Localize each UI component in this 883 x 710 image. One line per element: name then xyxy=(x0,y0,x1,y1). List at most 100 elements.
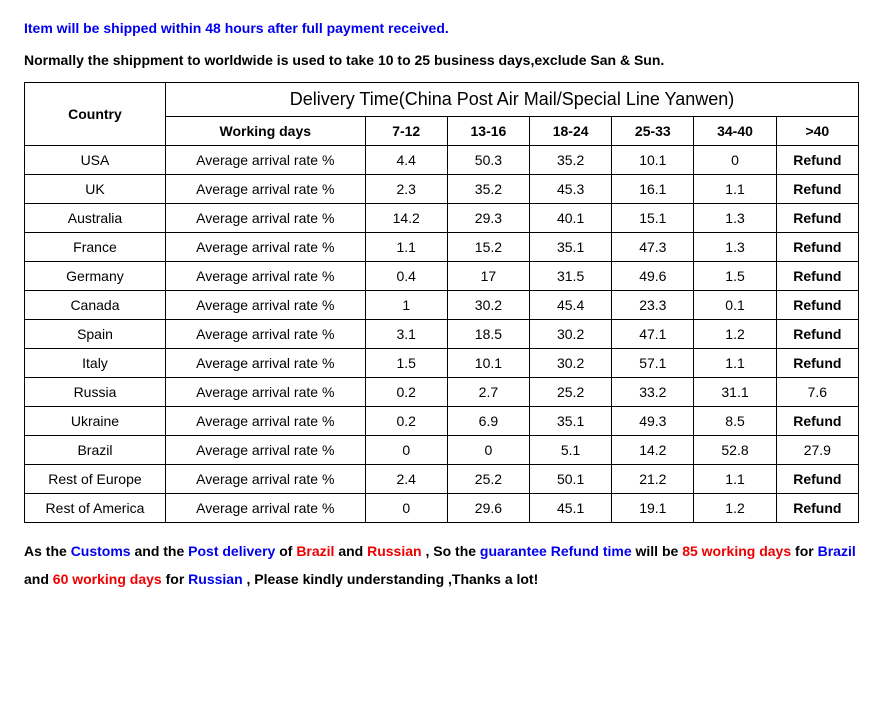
footnote-brazil2: Brazil xyxy=(818,543,856,559)
cell-value: 16.1 xyxy=(612,175,694,204)
cell-country: Spain xyxy=(25,320,166,349)
cell-value: 49.3 xyxy=(612,407,694,436)
notice-normal-shipping: Normally the shippment to worldwide is u… xyxy=(24,52,859,68)
cell-value: 45.4 xyxy=(530,291,612,320)
cell-value: 45.3 xyxy=(530,175,612,204)
notice-ship-48h: Item will be shipped within 48 hours aft… xyxy=(24,20,859,36)
cell-metric: Average arrival rate % xyxy=(165,494,365,523)
cell-country: Ukraine xyxy=(25,407,166,436)
footnote-brazil: Brazil xyxy=(296,543,334,559)
cell-value: 0.2 xyxy=(365,378,447,407)
cell-metric: Average arrival rate % xyxy=(165,407,365,436)
cell-value: Refund xyxy=(776,407,858,436)
cell-metric: Average arrival rate % xyxy=(165,465,365,494)
footnote-text: and xyxy=(334,543,367,559)
cell-country: Rest of Europe xyxy=(25,465,166,494)
cell-value: 7.6 xyxy=(776,378,858,407)
cell-value: 2.7 xyxy=(447,378,529,407)
cell-value: 14.2 xyxy=(365,204,447,233)
cell-value: 10.1 xyxy=(447,349,529,378)
cell-value: Refund xyxy=(776,146,858,175)
header-bucket: 18-24 xyxy=(530,117,612,146)
cell-country: Russia xyxy=(25,378,166,407)
footnote-text: will be xyxy=(632,543,683,559)
cell-value: 1.3 xyxy=(694,204,776,233)
cell-metric: Average arrival rate % xyxy=(165,204,365,233)
cell-value: 0 xyxy=(365,436,447,465)
footnote-customs: Customs xyxy=(71,543,131,559)
cell-country: USA xyxy=(25,146,166,175)
cell-value: 25.2 xyxy=(447,465,529,494)
cell-country: Canada xyxy=(25,291,166,320)
header-working-days: Working days xyxy=(165,117,365,146)
cell-value: Refund xyxy=(776,349,858,378)
cell-value: 25.2 xyxy=(530,378,612,407)
cell-value: Refund xyxy=(776,291,858,320)
table-row: AustraliaAverage arrival rate %14.229.34… xyxy=(25,204,859,233)
cell-country: Germany xyxy=(25,262,166,291)
cell-value: 29.3 xyxy=(447,204,529,233)
cell-country: Australia xyxy=(25,204,166,233)
cell-value: 49.6 xyxy=(612,262,694,291)
cell-value: 50.3 xyxy=(447,146,529,175)
cell-value: 45.1 xyxy=(530,494,612,523)
cell-value: 31.1 xyxy=(694,378,776,407)
cell-value: 4.4 xyxy=(365,146,447,175)
footnote-text: for xyxy=(162,571,188,587)
footnote-85days: 85 working days xyxy=(682,543,791,559)
table-row: BrazilAverage arrival rate %005.114.252.… xyxy=(25,436,859,465)
cell-value: 1.5 xyxy=(694,262,776,291)
cell-value: 0.4 xyxy=(365,262,447,291)
cell-metric: Average arrival rate % xyxy=(165,233,365,262)
cell-value: 1.3 xyxy=(694,233,776,262)
cell-country: Rest of America xyxy=(25,494,166,523)
cell-value: 8.5 xyxy=(694,407,776,436)
cell-value: 27.9 xyxy=(776,436,858,465)
cell-value: Refund xyxy=(776,262,858,291)
cell-value: 0 xyxy=(694,146,776,175)
cell-value: 30.2 xyxy=(530,349,612,378)
cell-value: 30.2 xyxy=(530,320,612,349)
cell-value: 1.2 xyxy=(694,494,776,523)
cell-metric: Average arrival rate % xyxy=(165,320,365,349)
footnote-text: and xyxy=(24,571,53,587)
cell-value: 1.1 xyxy=(694,465,776,494)
cell-value: 1.1 xyxy=(365,233,447,262)
table-row: RussiaAverage arrival rate %0.22.725.233… xyxy=(25,378,859,407)
cell-value: 23.3 xyxy=(612,291,694,320)
cell-metric: Average arrival rate % xyxy=(165,378,365,407)
cell-value: 21.2 xyxy=(612,465,694,494)
footnote-text: , Please kindly understanding ,Thanks a … xyxy=(243,571,539,587)
table-row: USAAverage arrival rate %4.450.335.210.1… xyxy=(25,146,859,175)
header-bucket: 13-16 xyxy=(447,117,529,146)
cell-value: Refund xyxy=(776,175,858,204)
cell-value: 0.1 xyxy=(694,291,776,320)
table-row: Rest of AmericaAverage arrival rate %029… xyxy=(25,494,859,523)
cell-value: 35.2 xyxy=(447,175,529,204)
table-row: FranceAverage arrival rate %1.115.235.14… xyxy=(25,233,859,262)
cell-value: Refund xyxy=(776,465,858,494)
footnote-post-delivery: Post delivery xyxy=(188,543,275,559)
cell-value: 15.2 xyxy=(447,233,529,262)
footnote-text: , So the xyxy=(422,543,480,559)
cell-value: 5.1 xyxy=(530,436,612,465)
table-row: Rest of EuropeAverage arrival rate %2.42… xyxy=(25,465,859,494)
cell-value: 15.1 xyxy=(612,204,694,233)
table-row: UKAverage arrival rate %2.335.245.316.11… xyxy=(25,175,859,204)
cell-value: 40.1 xyxy=(530,204,612,233)
cell-value: 1.1 xyxy=(694,349,776,378)
cell-country: Brazil xyxy=(25,436,166,465)
cell-value: 3.1 xyxy=(365,320,447,349)
delivery-time-table: Country Delivery Time(China Post Air Mai… xyxy=(24,82,859,523)
cell-metric: Average arrival rate % xyxy=(165,436,365,465)
cell-value: 33.2 xyxy=(612,378,694,407)
table-row: UkraineAverage arrival rate %0.26.935.14… xyxy=(25,407,859,436)
cell-value: 0 xyxy=(365,494,447,523)
header-bucket: 7-12 xyxy=(365,117,447,146)
cell-metric: Average arrival rate % xyxy=(165,146,365,175)
cell-value: Refund xyxy=(776,320,858,349)
footnote-text: and the xyxy=(131,543,189,559)
cell-value: 35.1 xyxy=(530,407,612,436)
cell-value: 1 xyxy=(365,291,447,320)
footnote-text: As the xyxy=(24,543,71,559)
